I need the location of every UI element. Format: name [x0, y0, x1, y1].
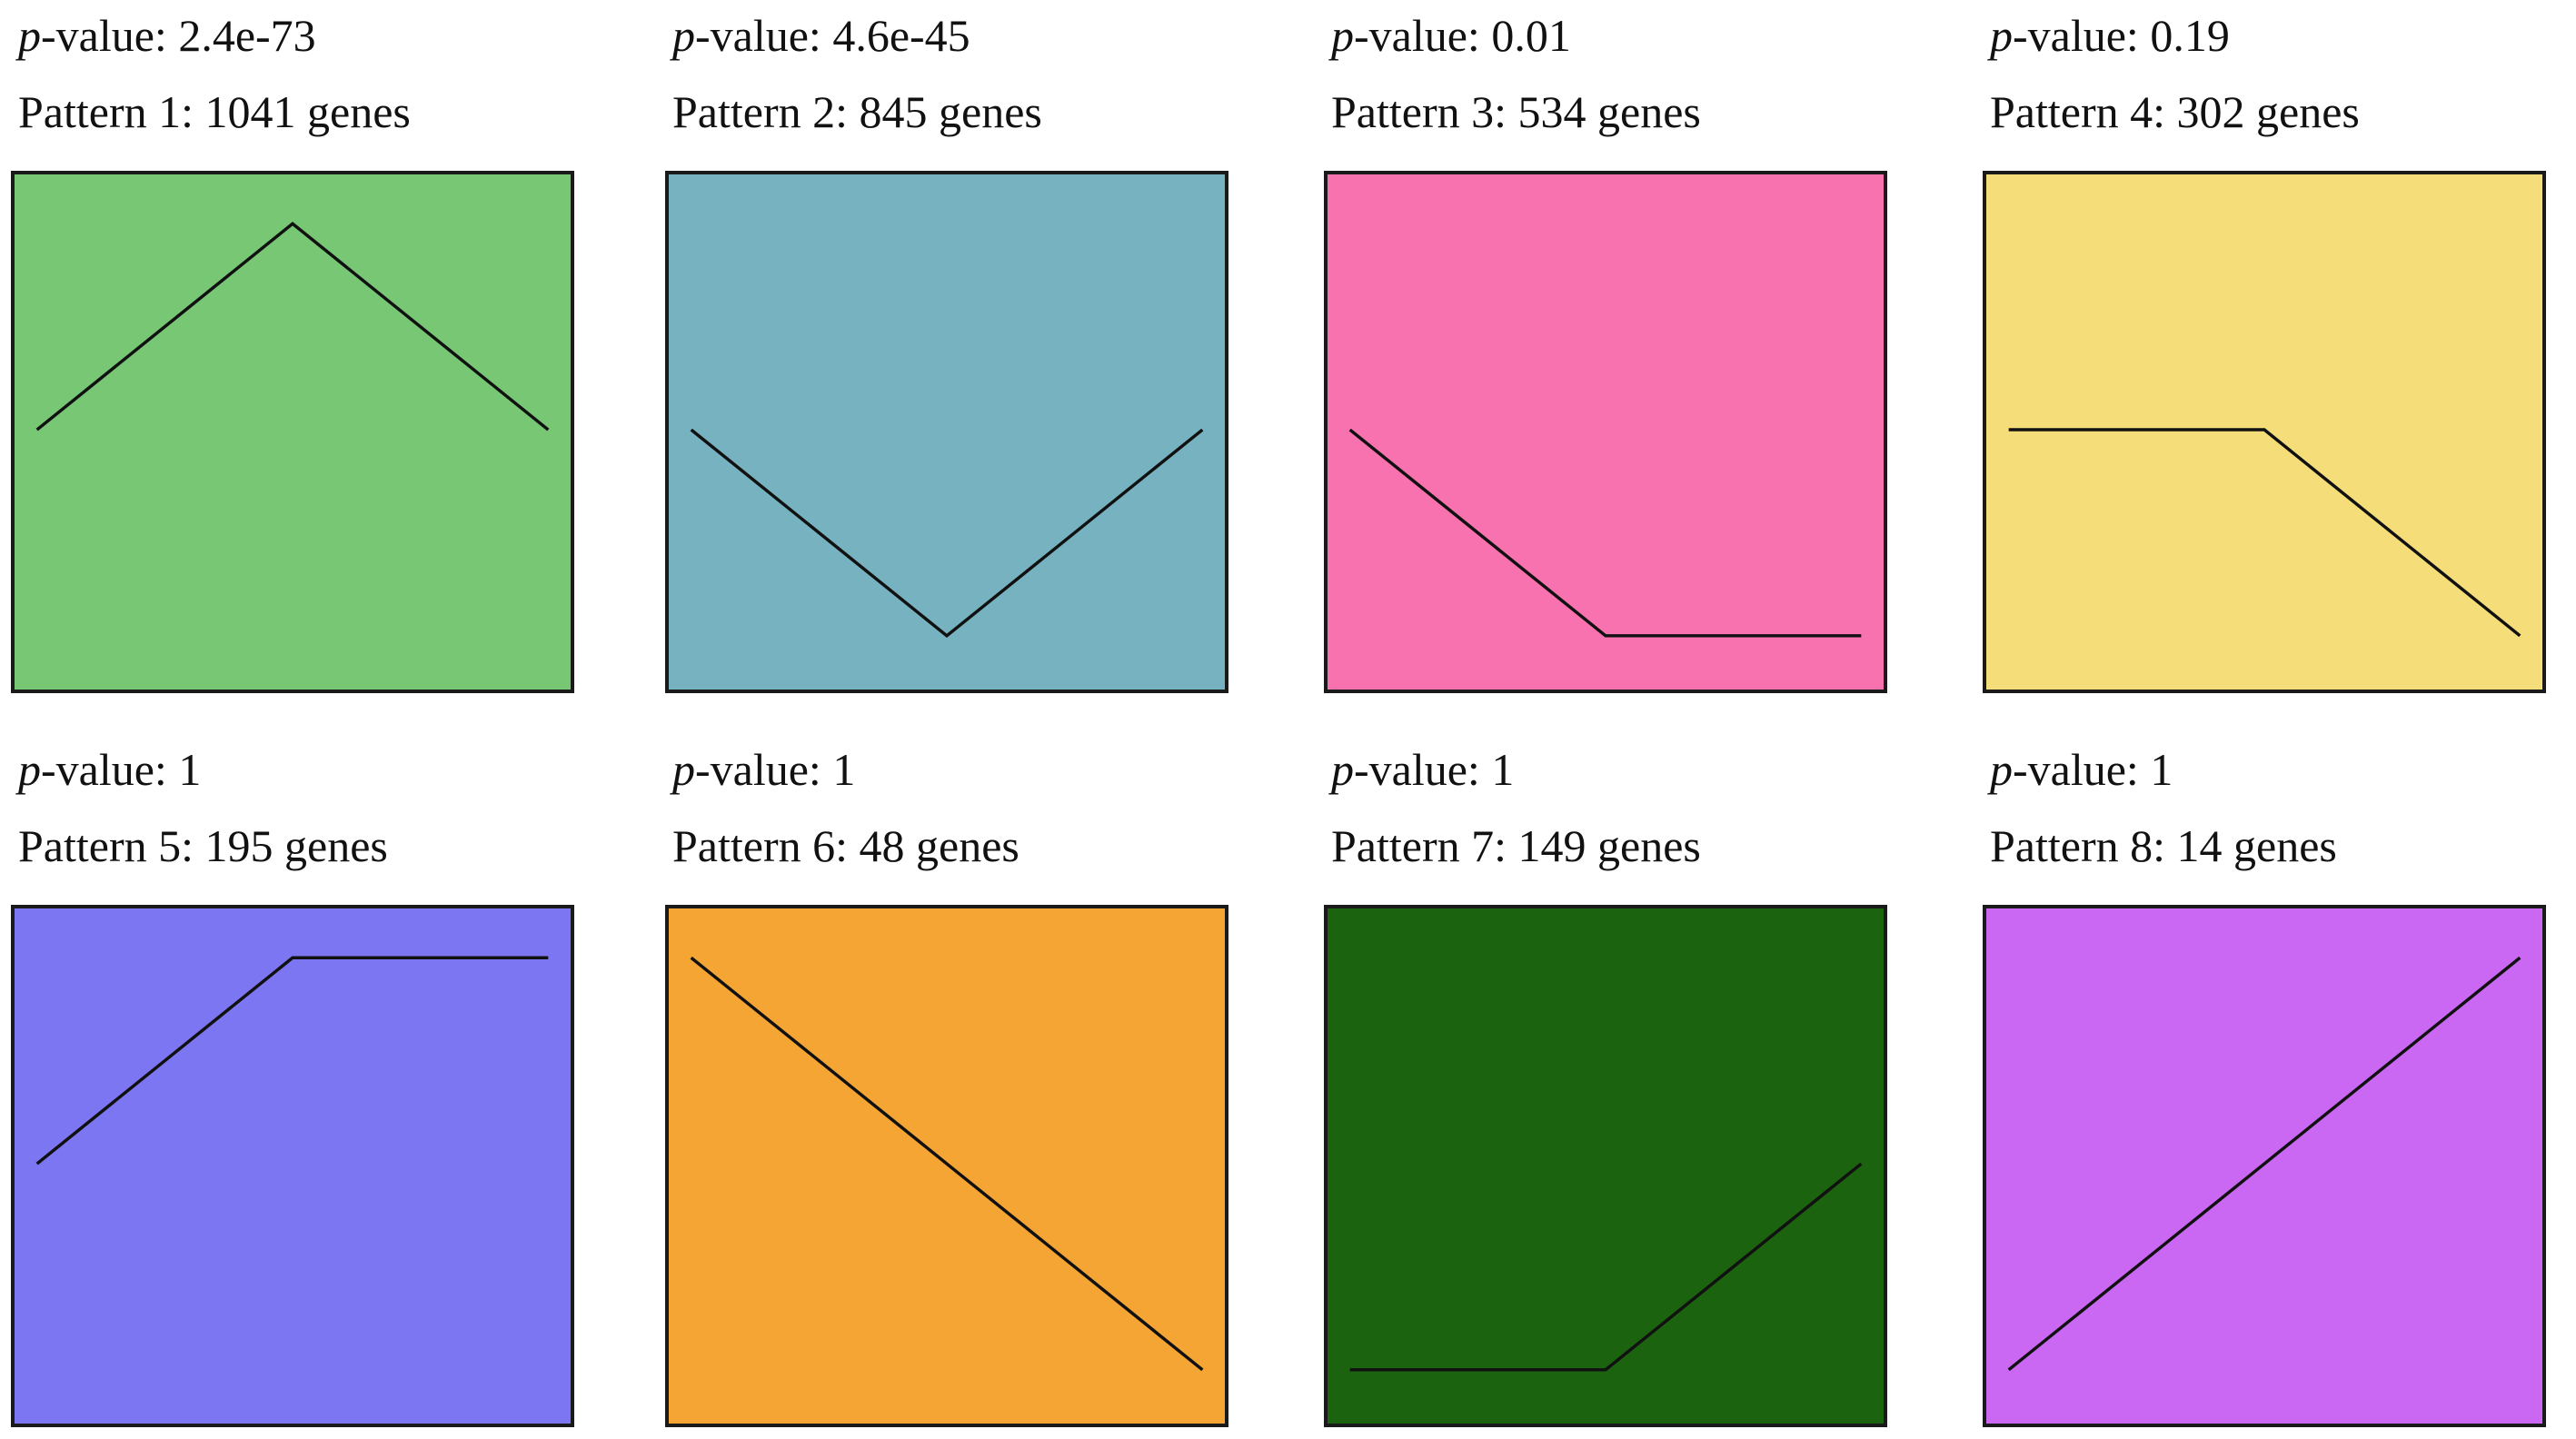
trend-line: [35, 222, 550, 432]
p-value-text: -value: 4.6e-45: [695, 10, 970, 61]
p-italic: p: [1331, 744, 1354, 795]
pattern-title: Pattern 1: 1041 genes: [18, 86, 411, 137]
pattern-panel: p-value: 1 Pattern 8: 14 genes: [1972, 743, 2553, 1434]
pattern-plot-area: [1324, 905, 1887, 1427]
pattern-panel: p-value: 1 Pattern 5: 195 genes: [0, 743, 582, 1434]
pattern-panel: p-value: 2.4e-73 Pattern 1: 1041 genes: [0, 9, 582, 700]
pattern-panel: p-value: 1 Pattern 7: 149 genes: [1313, 743, 1895, 1434]
p-italic: p: [18, 744, 41, 795]
pattern-panel: p-value: 0.01 Pattern 3: 534 genes: [1313, 9, 1895, 700]
pattern-plot-area: [1983, 171, 2546, 693]
trend-line: [690, 428, 1204, 639]
p-value-text: -value: 1: [2013, 744, 2173, 795]
trend-line: [1349, 1162, 1863, 1372]
p-value-text: -value: 1: [1354, 744, 1515, 795]
p-value-text: -value: 1: [695, 744, 856, 795]
pattern-plot-area: [665, 171, 1228, 693]
trend-line: [2008, 428, 2521, 638]
p-italic: p: [18, 10, 41, 61]
pattern-title: Pattern 5: 195 genes: [18, 820, 388, 871]
pattern-title: Pattern 6: 48 genes: [672, 820, 1019, 871]
trend-line: [690, 956, 1204, 1372]
pattern-plot-area: [11, 905, 574, 1427]
p-italic: p: [672, 10, 695, 61]
p-value-text: -value: 0.19: [2013, 10, 2230, 61]
pattern-plot-area: [665, 905, 1228, 1427]
p-italic: p: [1990, 10, 2013, 61]
p-value-label: p-value: 2.4e-73: [18, 9, 316, 62]
p-italic: p: [1990, 744, 2013, 795]
p-value-text: -value: 1: [41, 744, 202, 795]
p-value-label: p-value: 1: [1331, 743, 1514, 796]
p-value-label: p-value: 0.19: [1990, 9, 2230, 62]
pattern-plot-area: [11, 171, 574, 693]
p-value-label: p-value: 1: [18, 743, 201, 796]
pattern-plot-area: [1983, 905, 2546, 1427]
pattern-svg: [1348, 428, 1862, 638]
p-value-text: -value: 0.01: [1354, 10, 1571, 61]
p-value-label: p-value: 1: [1990, 743, 2173, 796]
pattern-title: Pattern 8: 14 genes: [1990, 820, 2337, 871]
pattern-title: Pattern 4: 302 genes: [1990, 86, 2360, 137]
pattern-plot-area: [1324, 171, 1887, 693]
p-italic: p: [1331, 10, 1354, 61]
trend-line: [1348, 428, 1862, 638]
p-italic: p: [672, 744, 695, 795]
p-value-label: p-value: 4.6e-45: [672, 9, 970, 62]
p-value-label: p-value: 0.01: [1331, 9, 1571, 62]
pattern-title: Pattern 3: 534 genes: [1331, 86, 1701, 137]
p-value-text: -value: 2.4e-73: [41, 10, 316, 61]
pattern-panel: p-value: 0.19 Pattern 4: 302 genes: [1972, 9, 2553, 700]
pattern-svg: [2008, 428, 2521, 638]
pattern-svg: [2007, 956, 2521, 1372]
p-value-label: p-value: 1: [672, 743, 855, 796]
pattern-title: Pattern 7: 149 genes: [1331, 820, 1701, 871]
pattern-svg: [690, 956, 1204, 1372]
pattern-svg: [1349, 1162, 1863, 1372]
trend-line: [2007, 956, 2521, 1372]
pattern-svg: [690, 428, 1204, 639]
trend-line: [35, 956, 549, 1166]
pattern-panel: p-value: 4.6e-45 Pattern 2: 845 genes: [654, 9, 1236, 700]
pattern-title: Pattern 2: 845 genes: [672, 86, 1042, 137]
pattern-svg: [35, 222, 550, 432]
pattern-panel: p-value: 1 Pattern 6: 48 genes: [654, 743, 1236, 1434]
pattern-svg: [35, 956, 549, 1166]
